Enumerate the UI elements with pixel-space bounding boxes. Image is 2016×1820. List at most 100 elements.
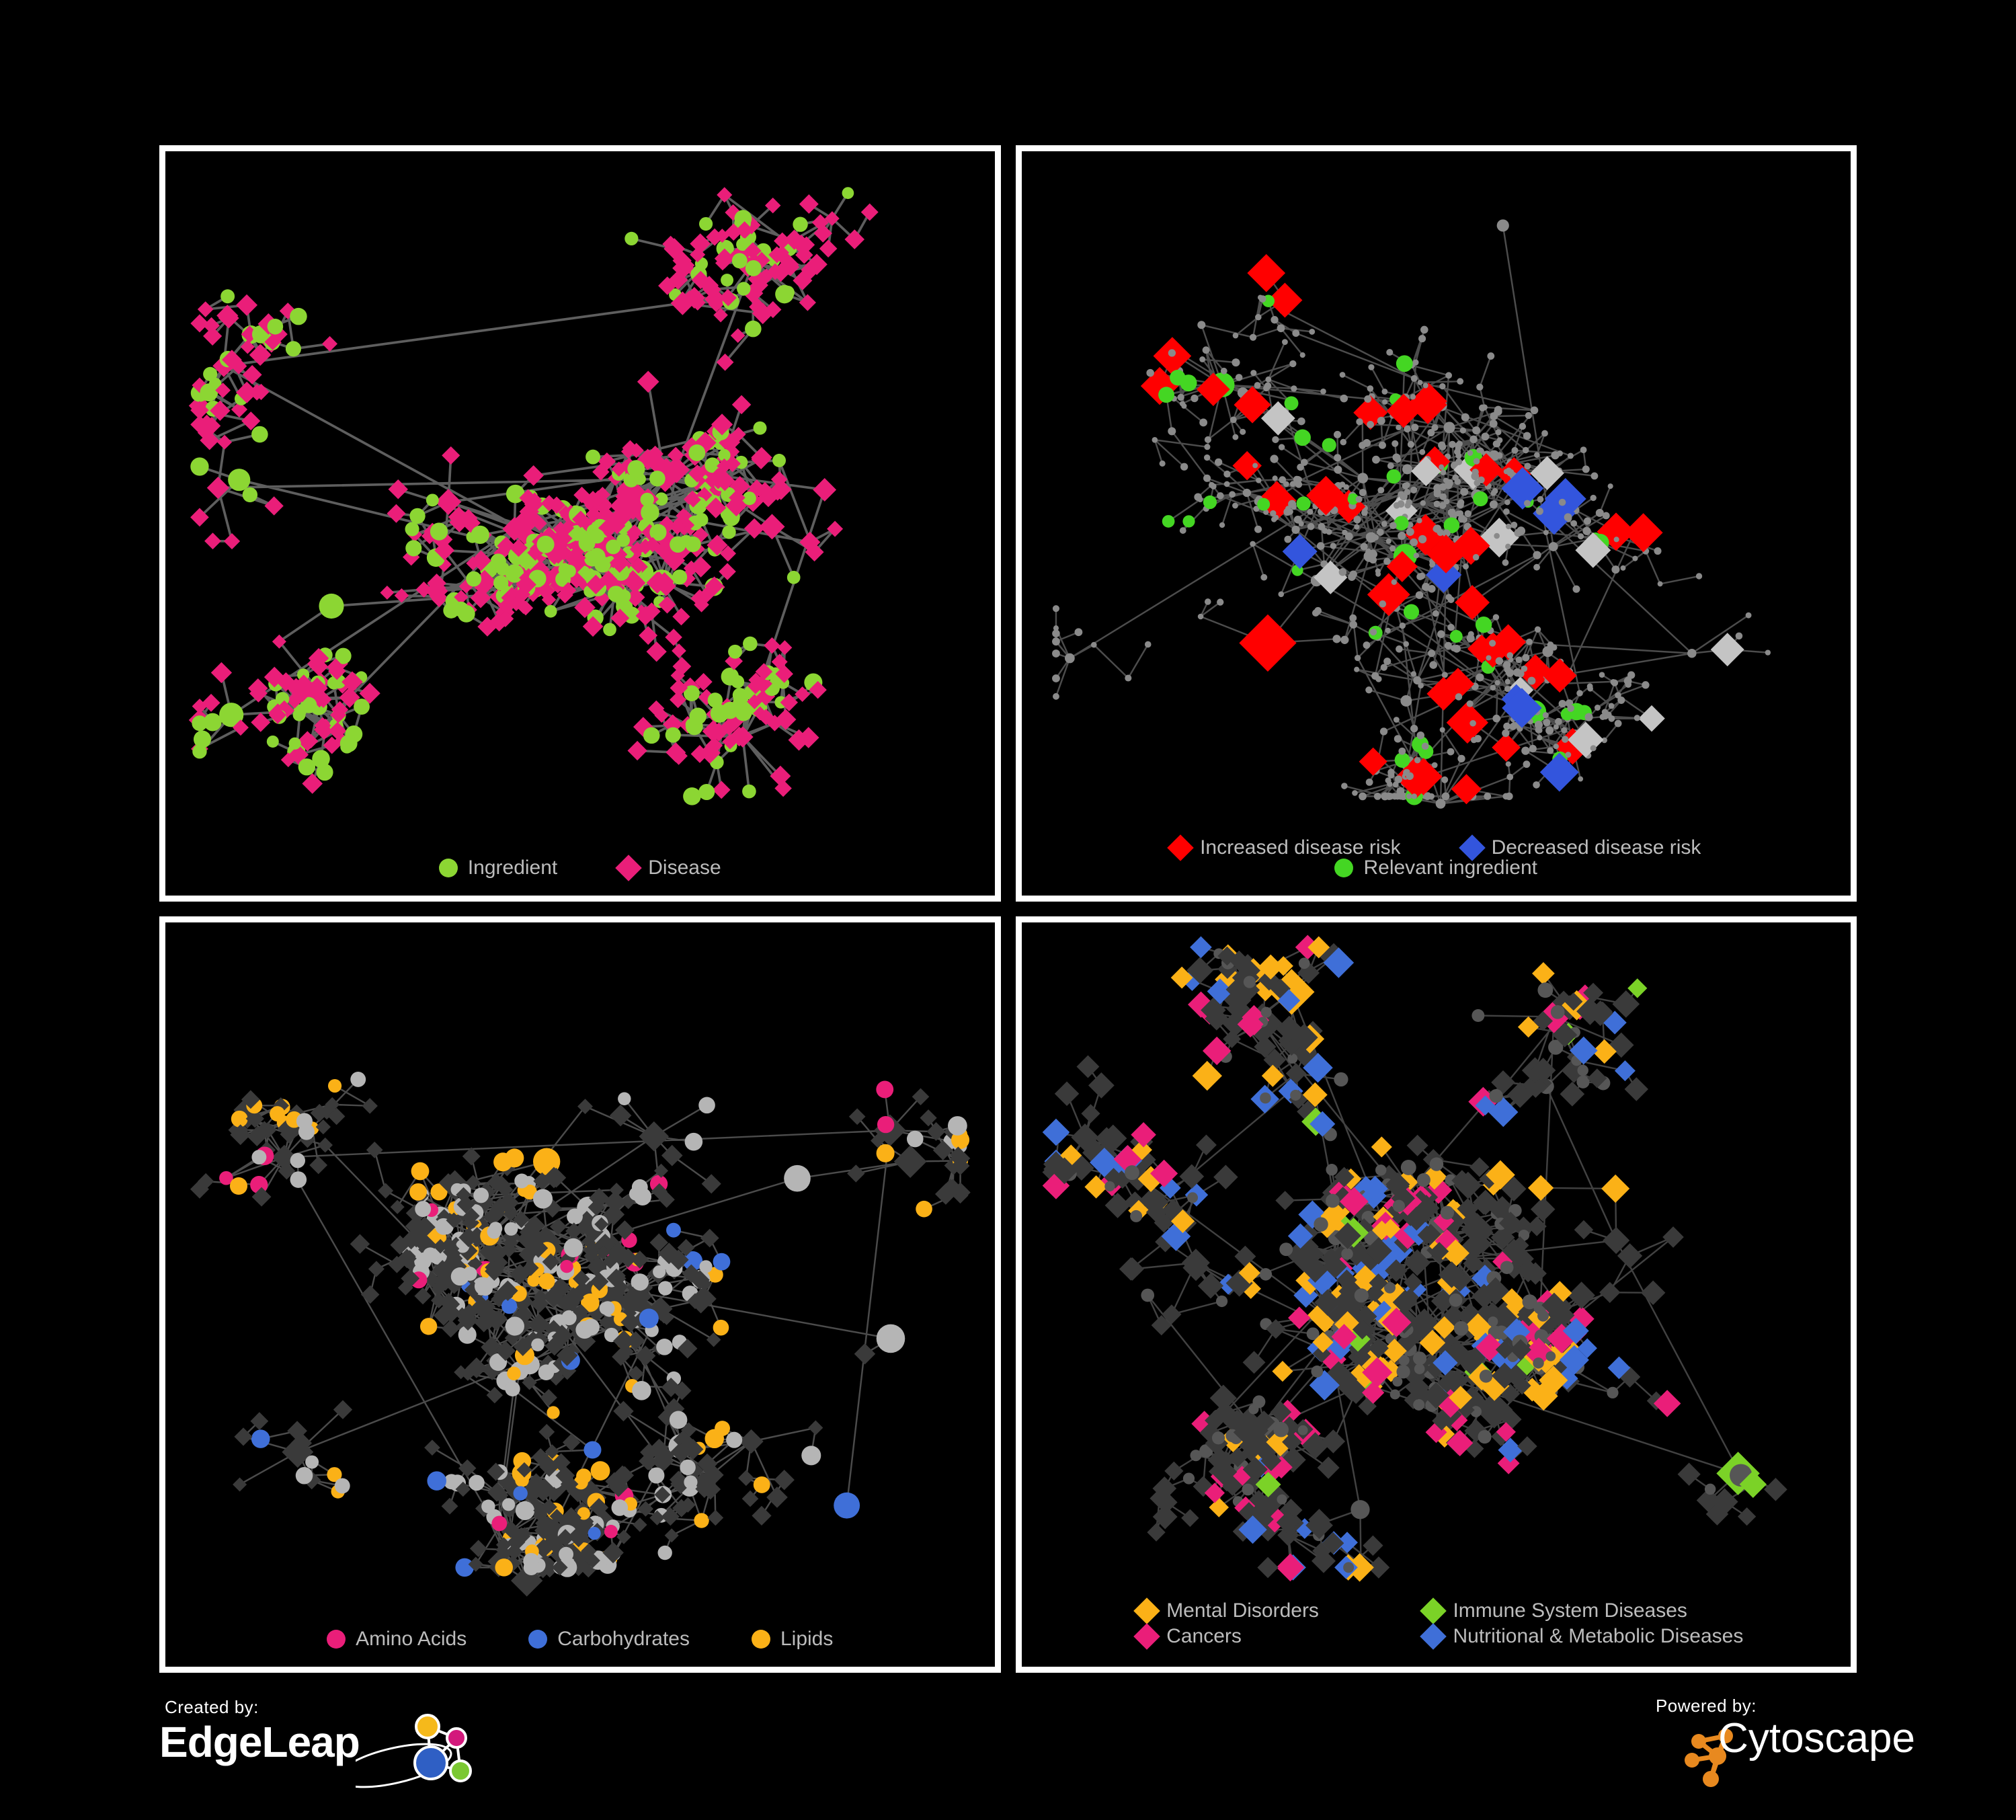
- network-node-disease[interactable]: [751, 446, 772, 469]
- network-node-other-disease[interactable]: [1054, 1081, 1079, 1106]
- network-node-background[interactable]: [1369, 556, 1377, 564]
- network-node-background[interactable]: [1564, 513, 1572, 522]
- network-node-ingredient[interactable]: [285, 341, 301, 357]
- network-node-background[interactable]: [1262, 509, 1268, 515]
- network-node-dimmed-disease[interactable]: [233, 1477, 247, 1492]
- network-node-ingredient-node[interactable]: [1537, 982, 1553, 998]
- network-node-background[interactable]: [1300, 459, 1308, 467]
- network-node-ingredient-node[interactable]: [1276, 1494, 1287, 1505]
- network-node-background[interactable]: [1385, 538, 1392, 544]
- network-node-background[interactable]: [1365, 533, 1371, 539]
- network-node-background[interactable]: [1064, 653, 1075, 664]
- network-node-relevant-ingredient[interactable]: [1158, 387, 1174, 403]
- network-node-disease[interactable]: [764, 197, 781, 214]
- network-node-background[interactable]: [1351, 790, 1358, 796]
- network-node-background[interactable]: [1355, 496, 1363, 503]
- network-node-ingredient[interactable]: [203, 713, 222, 731]
- network-node-background[interactable]: [1384, 627, 1391, 633]
- network-node-background[interactable]: [1379, 600, 1386, 608]
- network-node-dimmed-disease[interactable]: [854, 1343, 876, 1365]
- network-node-background[interactable]: [1542, 712, 1549, 719]
- network-node-background[interactable]: [1264, 382, 1271, 390]
- network-node-background[interactable]: [1582, 465, 1590, 473]
- network-node-dimmed-disease[interactable]: [460, 1303, 479, 1321]
- network-node-dimmed-disease[interactable]: [752, 1505, 772, 1526]
- network-node-other-ingredient[interactable]: [305, 1455, 319, 1469]
- network-node-background[interactable]: [1272, 475, 1278, 481]
- network-node-other-disease[interactable]: [1088, 1072, 1115, 1099]
- network-node-background[interactable]: [1415, 591, 1423, 599]
- network-node-dimmed-disease[interactable]: [378, 1183, 394, 1199]
- network-node-background[interactable]: [1369, 550, 1377, 559]
- network-node-background[interactable]: [1455, 510, 1461, 517]
- network-node-dimmed-disease[interactable]: [847, 1164, 865, 1183]
- network-node-ingredient[interactable]: [742, 784, 756, 799]
- network-node-ingredient-node[interactable]: [1392, 1199, 1405, 1212]
- network-node-carbohydrates[interactable]: [583, 1441, 602, 1459]
- network-node-background[interactable]: [1235, 374, 1242, 381]
- network-node-background[interactable]: [1397, 531, 1406, 540]
- network-node-dimmed-disease[interactable]: [493, 1288, 509, 1304]
- network-node-background[interactable]: [1558, 498, 1566, 506]
- network-node-background[interactable]: [1203, 454, 1210, 461]
- network-node-background[interactable]: [1542, 719, 1550, 727]
- network-node-dimmed-disease[interactable]: [397, 1249, 417, 1269]
- network-node-background[interactable]: [1476, 383, 1483, 391]
- network-node-background[interactable]: [1527, 676, 1535, 685]
- network-node-background[interactable]: [1594, 704, 1601, 711]
- network-node-other-disease[interactable]: [1242, 1351, 1265, 1374]
- network-node-relevant-ingredient[interactable]: [1472, 491, 1488, 507]
- network-node-background[interactable]: [1254, 382, 1260, 389]
- network-node-background[interactable]: [1455, 458, 1462, 465]
- network-node-background[interactable]: [1051, 649, 1060, 658]
- network-node-ingredient-node[interactable]: [1392, 1376, 1402, 1387]
- network-node-background[interactable]: [1492, 614, 1499, 621]
- network-node-ingredient[interactable]: [753, 421, 767, 435]
- network-node-background[interactable]: [1481, 432, 1489, 441]
- network-node-ingredient-node[interactable]: [1522, 1294, 1537, 1310]
- network-node-background[interactable]: [1203, 444, 1210, 450]
- network-node-background[interactable]: [1505, 523, 1511, 530]
- network-node-background[interactable]: [1439, 727, 1445, 733]
- network-node-background[interactable]: [1427, 649, 1435, 658]
- network-node-other-disease[interactable]: [1154, 1491, 1178, 1514]
- network-node-ingredient[interactable]: [685, 536, 701, 553]
- network-node-background[interactable]: [1395, 645, 1403, 653]
- network-node-ingredient[interactable]: [312, 750, 330, 768]
- network-node-background[interactable]: [1410, 725, 1418, 733]
- network-node-background[interactable]: [1297, 417, 1305, 426]
- network-node-background[interactable]: [1348, 621, 1357, 629]
- network-node-carbohydrates[interactable]: [834, 1492, 860, 1519]
- network-node-dimmed-disease[interactable]: [738, 1470, 754, 1487]
- network-node-background[interactable]: [1219, 522, 1225, 528]
- network-node-background[interactable]: [1437, 630, 1445, 638]
- network-node-disease[interactable]: [190, 314, 209, 333]
- network-node-other-ingredient[interactable]: [435, 1218, 452, 1235]
- network-node-background[interactable]: [1320, 388, 1326, 395]
- network-node-dimmed-disease[interactable]: [366, 1142, 383, 1158]
- network-node-background[interactable]: [1525, 411, 1532, 420]
- network-node-other-ingredient[interactable]: [653, 1265, 666, 1279]
- network-node-ingredient[interactable]: [298, 758, 316, 776]
- network-node-background[interactable]: [1493, 407, 1502, 416]
- network-node-carbohydrates[interactable]: [639, 1308, 659, 1329]
- network-node-disease[interactable]: [200, 430, 220, 450]
- network-node-ingredient[interactable]: [732, 688, 748, 703]
- network-node-background[interactable]: [1383, 557, 1391, 565]
- network-node-ingredient-node[interactable]: [1383, 1281, 1396, 1294]
- network-node-lipids[interactable]: [577, 1507, 590, 1520]
- network-node-background[interactable]: [1440, 469, 1446, 475]
- network-node-background[interactable]: [1389, 545, 1396, 552]
- network-node-other-ingredient[interactable]: [657, 1281, 673, 1296]
- network-node-background[interactable]: [1417, 379, 1422, 385]
- network-node-increased-risk[interactable]: [1359, 747, 1387, 776]
- network-node-background[interactable]: [1333, 430, 1341, 438]
- network-node-background[interactable]: [1494, 680, 1500, 686]
- network-node-background[interactable]: [1366, 420, 1374, 428]
- network-node-background[interactable]: [1447, 748, 1454, 756]
- network-node-ingredient-node[interactable]: [1182, 1472, 1195, 1485]
- network-node-background[interactable]: [1502, 508, 1510, 515]
- network-node-increased-risk[interactable]: [1196, 372, 1230, 406]
- network-node-nutritional-metabolic[interactable]: [1277, 989, 1300, 1012]
- network-node-other-ingredient[interactable]: [784, 1164, 811, 1192]
